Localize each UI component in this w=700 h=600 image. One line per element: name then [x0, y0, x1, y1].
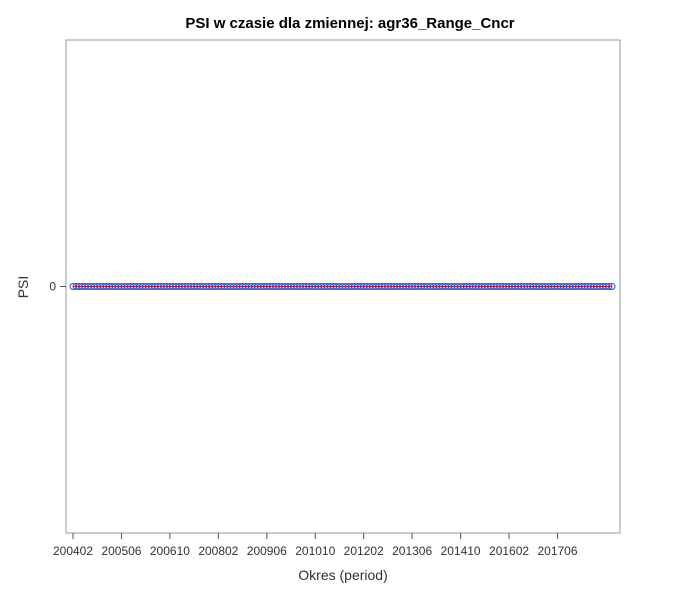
- x-axis: 200402 200506 200610 200802 200906 201010 2012…: [53, 533, 578, 558]
- x-tick-label: 200802: [198, 544, 238, 558]
- x-tick-label: 200610: [150, 544, 190, 558]
- x-axis-label: Okres (period): [298, 567, 387, 583]
- y-axis-label: PSI: [15, 276, 31, 299]
- y-tick-label: 0: [49, 280, 56, 294]
- x-tick-label: 201010: [295, 544, 335, 558]
- chart-title: PSI w czasie dla zmiennej: agr36_Range_C…: [185, 15, 514, 32]
- x-tick-label: 201202: [344, 544, 384, 558]
- series-points: [69, 283, 616, 290]
- x-tick-label: 200906: [247, 544, 287, 558]
- x-tick-label: 201410: [441, 544, 481, 558]
- x-tick-label: 201706: [537, 544, 577, 558]
- x-tick-label: 201306: [392, 544, 432, 558]
- x-tick-label: 200402: [53, 544, 93, 558]
- x-tick-label: 200506: [101, 544, 141, 558]
- y-axis: 0: [49, 280, 66, 294]
- x-tick-label: 201602: [489, 544, 529, 558]
- data-point: [605, 283, 613, 290]
- data-point: [608, 283, 616, 290]
